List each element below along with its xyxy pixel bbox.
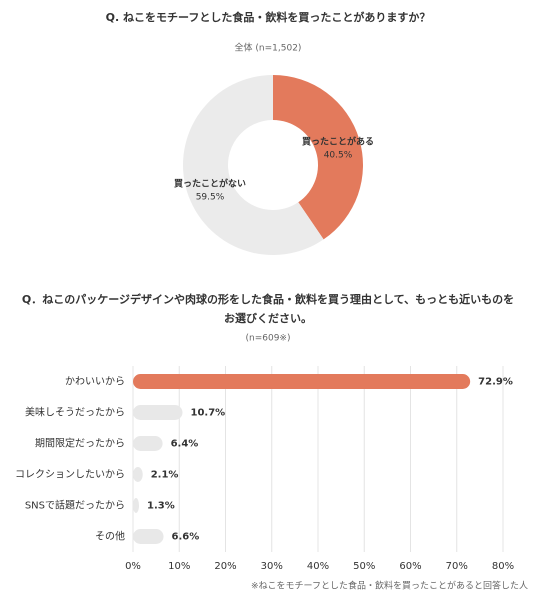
chart-title: Q．ねこのパッケージデザインや肉球の形をした食品・飲料を買う理由として、もっとも…: [22, 292, 514, 306]
value-label: 1.3%: [147, 501, 175, 512]
value-label: 2.1%: [151, 470, 179, 481]
x-tick-label: 30%: [261, 561, 283, 572]
donut-slice: [183, 74, 324, 256]
y-tick-label: SNSで話題だったから: [25, 499, 125, 512]
bar: [133, 498, 140, 513]
x-tick-label: 50%: [353, 561, 375, 572]
y-tick-label: その他: [95, 530, 125, 543]
note: ※ねこをモチーフとした食品・飲料を買ったことがあると回答した人: [251, 580, 528, 592]
y-tick-label: コレクションしたいから: [15, 469, 125, 481]
value-label: 72.9%: [478, 377, 513, 388]
bar: [133, 374, 471, 389]
x-tick-label: 20%: [214, 561, 236, 572]
y-tick-label: 美味しそうだったから: [25, 406, 125, 419]
value-label: 6.6%: [172, 532, 200, 543]
chart-title: お選びください。: [224, 311, 312, 325]
slice-label: 買ったことがある: [302, 136, 374, 148]
slice-value: 40.5%: [324, 151, 353, 161]
slice-value: 59.5%: [196, 193, 225, 203]
value-label: 10.7%: [190, 408, 225, 419]
value-label: 6.4%: [171, 439, 199, 450]
chart-subtitle: (n=609※): [246, 334, 291, 344]
chart-subtitle: 全体 (n=1,502): [235, 42, 302, 54]
x-tick-label: 60%: [399, 561, 421, 572]
chart-title: Q. ねこをモチーフとした食品・飲料を買ったことがありますか？: [106, 10, 431, 24]
x-tick-label: 80%: [492, 561, 514, 572]
x-tick-label: 10%: [168, 561, 190, 572]
x-tick-label: 0%: [125, 561, 141, 572]
bar: [133, 467, 143, 482]
x-tick-label: 70%: [446, 561, 468, 572]
x-tick-label: 40%: [307, 561, 329, 572]
bar: [133, 436, 163, 451]
y-tick-label: かわいいから: [65, 376, 125, 388]
donut-slice: [273, 75, 363, 240]
slice-label: 買ったことがない: [174, 178, 246, 190]
bar: [133, 405, 183, 420]
y-tick-label: 期間限定だったから: [35, 437, 125, 450]
bar: [133, 529, 164, 544]
